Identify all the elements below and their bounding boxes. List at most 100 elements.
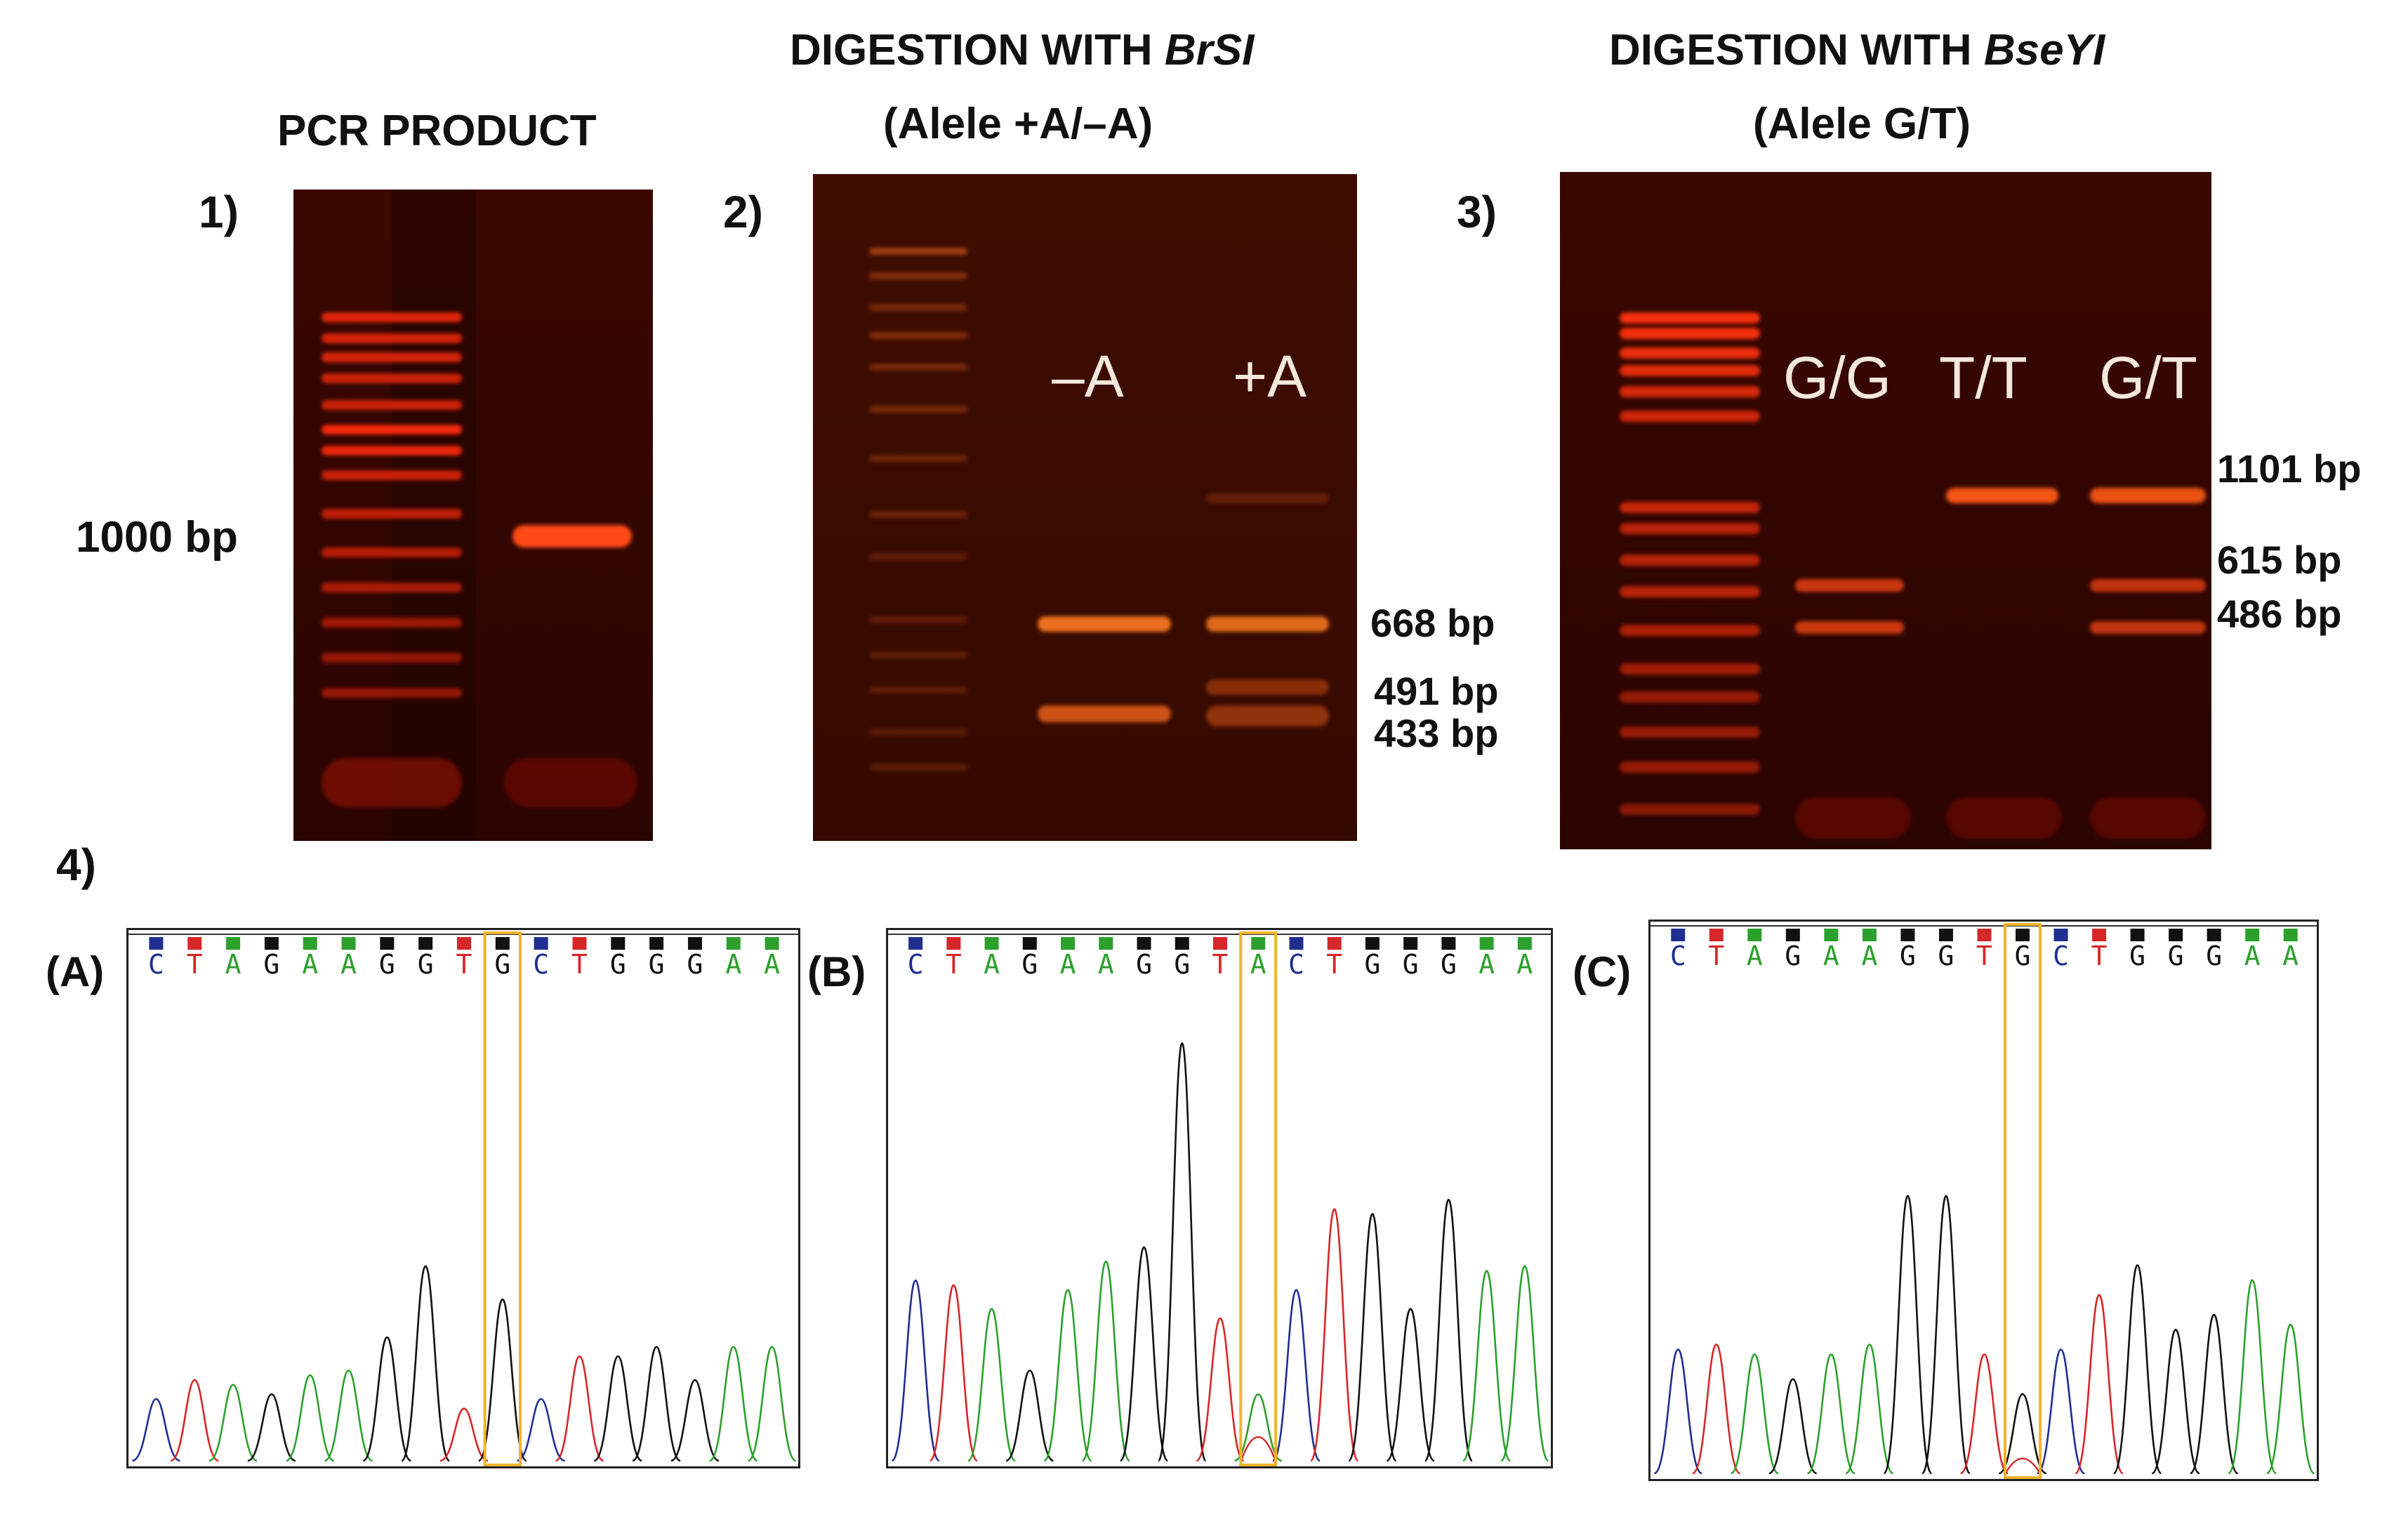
base-quality-square (341, 937, 356, 950)
base-quality-square (1900, 929, 1915, 941)
ladder-band (1620, 691, 1760, 703)
ladder-band (322, 400, 462, 410)
base-quality-square (1175, 937, 1189, 950)
ladder-band (322, 618, 462, 628)
ladder-band (1620, 625, 1760, 636)
base-quality-square (1251, 937, 1266, 950)
base-quality-square (1441, 937, 1456, 950)
panel1-size-label: 1000 bp (76, 513, 238, 562)
base-quality-square (457, 937, 471, 950)
base-quality-square (1785, 929, 1800, 941)
ladder-band (869, 304, 967, 311)
base-quality-square (946, 937, 961, 950)
trace-peak (632, 1346, 681, 1462)
trace-peak (400, 1265, 451, 1462)
base-quality-square (1403, 937, 1418, 950)
ladder-band (869, 651, 967, 658)
ladder-band (322, 653, 462, 663)
base-quality-square (418, 937, 433, 950)
trace-peak (555, 1355, 604, 1462)
base-letter: C (148, 949, 164, 980)
base-letter: T (1326, 949, 1342, 980)
ladder-band (869, 729, 967, 736)
trace-peak (1921, 1195, 1971, 1475)
base-letter: C (1670, 941, 1686, 971)
ladder-band (869, 553, 967, 560)
trace-peak (286, 1374, 335, 1462)
base-quality-square (1709, 929, 1724, 941)
base-letter: G (263, 949, 279, 980)
ladder-smear (322, 758, 462, 807)
base-letter: A (1478, 949, 1495, 980)
size-label-668: 668 bp (1370, 601, 1495, 645)
primer-smear (504, 758, 637, 807)
base-quality-square (149, 937, 164, 950)
secondary-peak (2004, 1457, 2041, 1474)
band-433-plus-a (1206, 705, 1329, 726)
ladder-band (1620, 312, 1760, 324)
ladder-band (322, 333, 462, 343)
trace-peak (1883, 1195, 1933, 1475)
gel-bseyi-digestion: G/G T/T G/T (1560, 172, 2211, 849)
trace-peak (1234, 1393, 1283, 1462)
chromatogram-c-label: (C) (1573, 948, 1632, 995)
gel-brsi-svg (813, 174, 1357, 841)
base-letter: C (908, 949, 924, 980)
ladder-band (1620, 555, 1760, 566)
base-letter: A (1098, 949, 1114, 980)
base-letter: T (1708, 941, 1724, 971)
base-letter: G (1021, 949, 1038, 980)
base-quality-square (1327, 937, 1342, 950)
ladder-band (869, 272, 967, 279)
trace-peak (2266, 1323, 2315, 1475)
base-letter: G (649, 949, 665, 980)
base-letter: T (946, 949, 962, 980)
trace-peak (1462, 1270, 1511, 1462)
lane-label-gt: G/T (2099, 345, 2197, 411)
band-615-gg (1795, 579, 1904, 592)
ladder-band (869, 248, 967, 255)
ladder-band (1620, 804, 1760, 815)
primer-smear (2090, 797, 2206, 839)
trace-peak (362, 1336, 411, 1462)
base-letter: C (1288, 949, 1304, 980)
base-letter: G (2129, 941, 2145, 971)
base-letter: G (2015, 941, 2031, 971)
base-quality-square (611, 937, 626, 950)
ladder-band (1620, 663, 1760, 675)
ladder-band (322, 548, 462, 557)
primer-smear (1795, 797, 1911, 839)
pcr-product-band (512, 525, 632, 548)
snp-highlight-box (2003, 923, 2042, 1479)
trace-peak (1348, 1213, 1397, 1462)
ladder-band (1620, 726, 1760, 738)
base-letter: A (725, 949, 741, 980)
base-letter: C (2053, 941, 2069, 971)
lane-label-gg: G/G (1783, 345, 1892, 411)
ladder-band (869, 764, 967, 771)
secondary-peak (1240, 1436, 1276, 1461)
chromatogram-b-label: (B) (807, 948, 866, 995)
base-quality-square (726, 937, 741, 950)
ladder-band (322, 583, 462, 592)
trace-peak (891, 1279, 940, 1462)
panel1-number: 1) (199, 187, 239, 237)
ladder-band (322, 446, 462, 456)
ladder-band (1620, 502, 1760, 513)
ladder-band (322, 425, 462, 434)
band-491-plus-a (1206, 679, 1329, 695)
panel3-subtitle: (Alele G/T) (1753, 100, 1971, 148)
ladder-band (1620, 328, 1760, 339)
ladder-band (869, 686, 967, 694)
base-letter: A (225, 949, 242, 980)
base-quality-square (1747, 929, 1762, 941)
trace-peak (324, 1369, 373, 1462)
base-quality-square (264, 937, 279, 950)
trace-peak (1998, 1393, 2047, 1475)
ladder-band (322, 352, 462, 362)
base-quality-square (2092, 929, 2107, 941)
base-quality-square (1938, 929, 1953, 941)
trace-peak (709, 1346, 758, 1462)
